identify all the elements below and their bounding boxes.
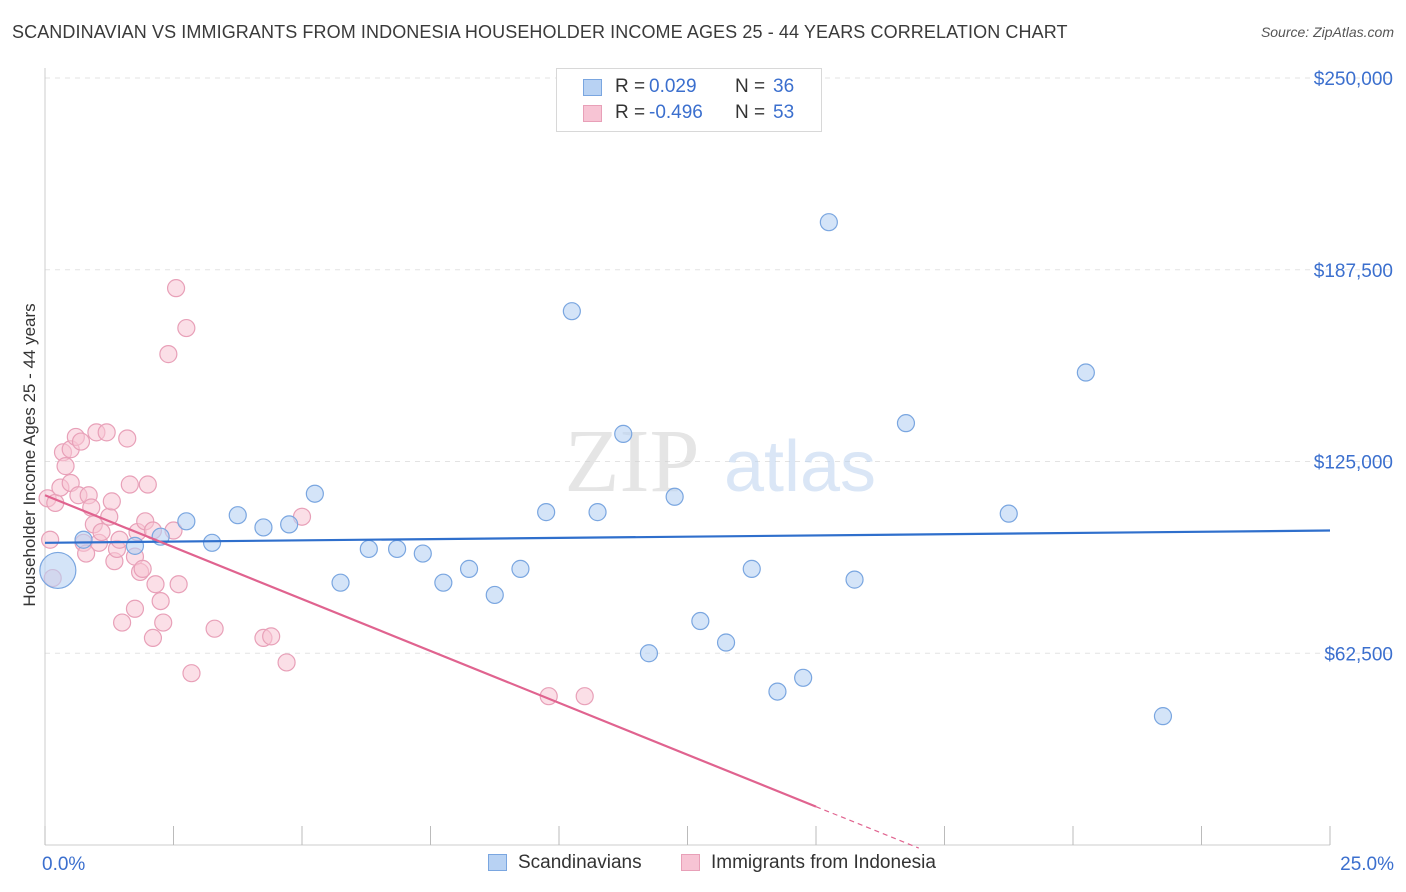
point-indonesia	[169, 575, 188, 594]
point-scandinavians	[280, 515, 299, 534]
trend-line-scandinavians	[44, 529, 1331, 544]
point-indonesia	[146, 575, 165, 594]
trend-line-indonesia	[44, 494, 817, 808]
point-indonesia	[112, 613, 132, 632]
point-indonesia	[166, 279, 186, 298]
point-scandinavians	[202, 533, 222, 552]
point-indonesia	[133, 559, 152, 578]
point-scandinavians	[434, 573, 453, 592]
point-indonesia	[120, 475, 139, 494]
point-scandinavians	[413, 544, 432, 563]
point-scandinavians	[665, 487, 684, 506]
point-scandinavians	[768, 682, 787, 701]
point-scandinavians-large	[39, 551, 77, 590]
legend-swatch-pink	[583, 105, 602, 122]
point-scandinavians	[819, 213, 838, 232]
r-label: R =	[615, 76, 646, 97]
point-indonesia	[110, 530, 129, 549]
point-scandinavians	[588, 503, 607, 522]
legend-label: Immigrants from Indonesia	[711, 852, 936, 873]
point-scandinavians	[177, 512, 196, 531]
legend-label: Scandinavians	[518, 852, 642, 873]
grid-lines	[45, 77, 1395, 654]
point-scandinavians	[74, 530, 93, 549]
n-label: N =	[735, 76, 766, 97]
axes	[44, 68, 1331, 846]
point-scandinavians	[1076, 363, 1095, 382]
point-scandinavians	[614, 424, 633, 443]
point-scandinavians	[639, 644, 659, 663]
point-scandinavians	[716, 633, 736, 652]
r-value: 0.029	[649, 76, 697, 97]
r-value: -0.496	[649, 102, 703, 123]
point-scandinavians	[511, 559, 530, 578]
point-scandinavians	[691, 611, 710, 631]
point-scandinavians	[562, 302, 581, 321]
point-indonesia	[575, 687, 594, 706]
point-scandinavians	[999, 504, 1018, 523]
watermark-atlas: atlas	[724, 427, 876, 507]
point-indonesia	[205, 619, 224, 638]
x-tick-label-min: 0.0%	[42, 854, 85, 875]
point-scandinavians	[305, 484, 324, 503]
point-scandinavians	[1153, 707, 1173, 726]
point-scandinavians	[359, 539, 378, 559]
x-tick-label-max: 25.0%	[1340, 854, 1394, 875]
n-label: N =	[735, 102, 766, 123]
y-tick-label: $125,000	[1314, 453, 1393, 474]
source-label: Source: ZipAtlas.com	[1260, 24, 1394, 40]
y-tick-label: $250,000	[1314, 69, 1393, 90]
y-axis-label: Householder Income Ages 25 - 44 years	[20, 303, 39, 607]
series-legend: Scandinavians Immigrants from Indonesia	[0, 852, 1406, 878]
point-indonesia	[92, 522, 111, 542]
point-scandinavians	[331, 573, 350, 592]
point-scandinavians	[228, 506, 247, 525]
series-scandinavians-points	[39, 213, 1173, 726]
point-scandinavians	[125, 536, 145, 555]
point-indonesia	[177, 318, 196, 338]
point-scandinavians	[459, 559, 479, 578]
point-indonesia	[154, 613, 173, 632]
point-indonesia	[262, 627, 281, 646]
legend-swatch-blue	[583, 79, 602, 96]
point-indonesia	[143, 628, 163, 648]
correlation-legend: R = 0.029 N = 36 R = -0.496 N = 53	[556, 68, 822, 132]
y-tick-label: $187,500	[1314, 261, 1393, 282]
point-indonesia	[102, 492, 121, 511]
n-value: 53	[773, 102, 795, 123]
point-scandinavians	[794, 668, 813, 687]
n-value: 36	[773, 76, 795, 97]
point-indonesia	[151, 591, 170, 611]
legend-swatch-blue	[488, 854, 507, 871]
point-scandinavians	[742, 559, 761, 578]
point-indonesia	[118, 429, 137, 448]
point-indonesia	[41, 530, 60, 549]
point-indonesia	[159, 345, 178, 364]
point-indonesia	[277, 653, 296, 672]
point-indonesia	[125, 599, 145, 618]
point-scandinavians	[485, 585, 504, 605]
r-label: R =	[615, 102, 646, 123]
watermark: ZIP atlas	[565, 412, 877, 511]
point-scandinavians	[845, 570, 864, 589]
point-scandinavians	[387, 539, 407, 559]
y-tick-label: $62,500	[1324, 644, 1393, 665]
legend-swatch-pink	[681, 854, 700, 871]
chart-title: SCANDINAVIAN VS IMMIGRANTS FROM INDONESI…	[12, 22, 1068, 42]
point-indonesia	[97, 423, 116, 442]
point-indonesia	[56, 457, 75, 476]
point-indonesia	[138, 475, 157, 494]
point-scandinavians	[254, 518, 273, 537]
tick-labels: $62,500 $125,000 $187,500 $250,000 0.0% 25.0%	[42, 69, 1394, 875]
trend-line-indonesia-extension	[815, 806, 920, 849]
point-indonesia	[71, 432, 91, 451]
trend-lines	[44, 494, 1331, 849]
point-indonesia	[182, 664, 201, 683]
point-scandinavians	[537, 503, 556, 522]
point-scandinavians	[896, 414, 916, 433]
